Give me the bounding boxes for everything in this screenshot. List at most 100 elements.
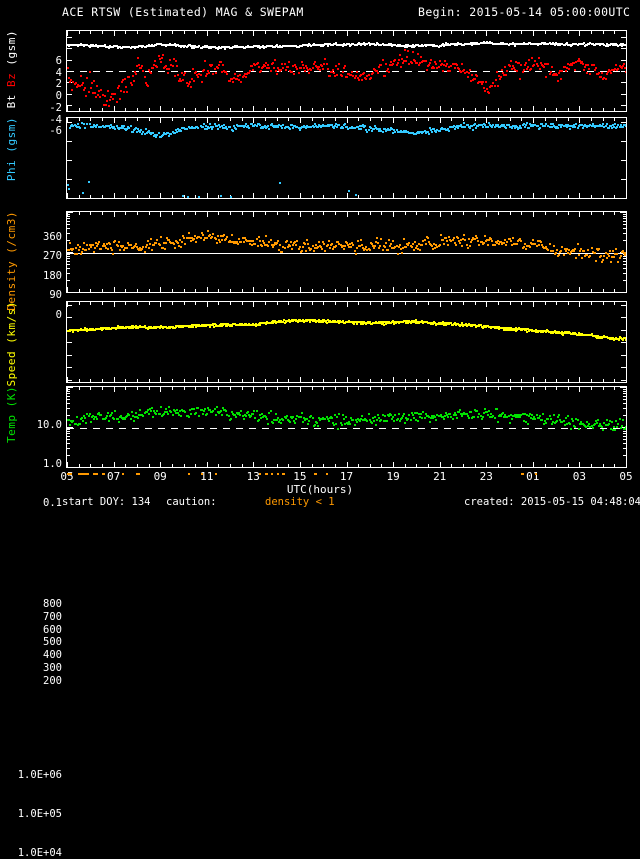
data-point	[324, 250, 326, 252]
axis-tick	[347, 287, 348, 292]
data-point	[354, 77, 356, 79]
data-point	[417, 53, 419, 55]
axis-tick	[451, 464, 452, 467]
data-point	[328, 420, 330, 422]
data-point	[499, 78, 501, 80]
axis-tick	[323, 387, 324, 390]
data-point	[376, 237, 378, 239]
axis-tick	[451, 212, 452, 215]
data-point	[258, 419, 260, 421]
x-axis-tick-label: 19	[386, 470, 399, 483]
axis-tick	[623, 399, 626, 400]
axis-tick	[545, 464, 546, 467]
data-point	[89, 413, 91, 415]
axis-tick	[102, 195, 103, 198]
data-point	[299, 129, 301, 131]
data-point	[104, 95, 106, 97]
axis-tick	[67, 448, 70, 449]
axis-tick	[533, 462, 534, 467]
axis-tick	[428, 108, 429, 111]
axis-tick	[370, 195, 371, 198]
data-point	[100, 414, 102, 416]
data-point	[484, 90, 486, 92]
axis-tick	[451, 289, 452, 292]
data-point	[155, 136, 157, 138]
data-point	[553, 414, 555, 416]
mag-y-axis: Bt Bz (gsm) 6 4 2 0 -2 -4 -6	[0, 30, 62, 112]
axis-tick	[67, 233, 70, 234]
axis-tick	[230, 379, 231, 382]
density-y-axis: Density (/cm3) 10.0 1.0 0.1	[0, 211, 62, 293]
data-point	[328, 240, 330, 242]
data-point	[454, 67, 456, 69]
data-point	[75, 82, 77, 84]
data-point	[88, 248, 90, 250]
axis-tick	[67, 218, 70, 219]
axis-tick	[568, 379, 569, 382]
axis-tick	[556, 379, 557, 382]
data-point	[459, 242, 461, 244]
data-point	[374, 245, 376, 247]
data-point	[412, 414, 414, 416]
data-point	[385, 242, 387, 244]
axis-tick	[335, 108, 336, 111]
axis-tick	[603, 289, 604, 292]
axis-tick	[207, 377, 208, 382]
x-axis-tick-label: 03	[573, 470, 586, 483]
data-point	[137, 417, 139, 419]
data-point	[321, 248, 323, 250]
data-point	[456, 417, 458, 419]
data-point	[99, 96, 101, 98]
axis-tick	[533, 287, 534, 292]
data-point	[457, 237, 459, 239]
data-point	[447, 416, 449, 418]
data-point	[463, 234, 465, 236]
data-point	[81, 251, 83, 253]
axis-tick	[67, 399, 70, 400]
data-point	[197, 76, 199, 78]
data-point	[240, 410, 242, 412]
axis-tick	[579, 377, 580, 382]
data-point	[491, 240, 493, 242]
axis-tick	[381, 302, 382, 305]
axis-tick	[521, 387, 522, 390]
data-point	[329, 75, 331, 77]
axis-tick	[621, 342, 626, 343]
data-point	[341, 424, 343, 426]
header: ACE RTSW (Estimated) MAG & SWEPAM Begin:…	[0, 5, 640, 21]
data-point	[545, 76, 547, 78]
data-point	[198, 196, 200, 198]
axis-tick	[498, 302, 499, 305]
data-point	[160, 61, 162, 63]
data-point	[192, 68, 194, 70]
axis-tick	[67, 317, 72, 318]
data-point	[230, 418, 232, 420]
axis-tick	[335, 387, 336, 390]
axis-tick	[102, 31, 103, 34]
axis-tick	[405, 108, 406, 111]
axis-tick	[416, 108, 417, 111]
data-point	[217, 128, 219, 130]
data-point	[84, 87, 86, 89]
data-point	[270, 410, 272, 412]
data-point	[352, 244, 354, 246]
data-point	[488, 92, 490, 94]
data-point	[424, 417, 426, 419]
x-axis-tick-label: 13	[247, 470, 260, 483]
axis-tick	[195, 464, 196, 467]
data-point	[268, 128, 270, 130]
data-point	[68, 188, 70, 190]
caution-marker	[282, 473, 284, 475]
data-point	[291, 71, 293, 73]
axis-tick	[230, 212, 231, 215]
data-point	[300, 416, 302, 418]
data-point	[76, 416, 78, 418]
data-point	[612, 250, 614, 252]
axis-tick	[172, 118, 173, 121]
data-point	[384, 415, 386, 417]
axis-tick	[102, 108, 103, 111]
axis-tick	[545, 118, 546, 121]
axis-tick	[579, 106, 580, 111]
data-point	[217, 235, 219, 237]
axis-tick	[125, 108, 126, 111]
